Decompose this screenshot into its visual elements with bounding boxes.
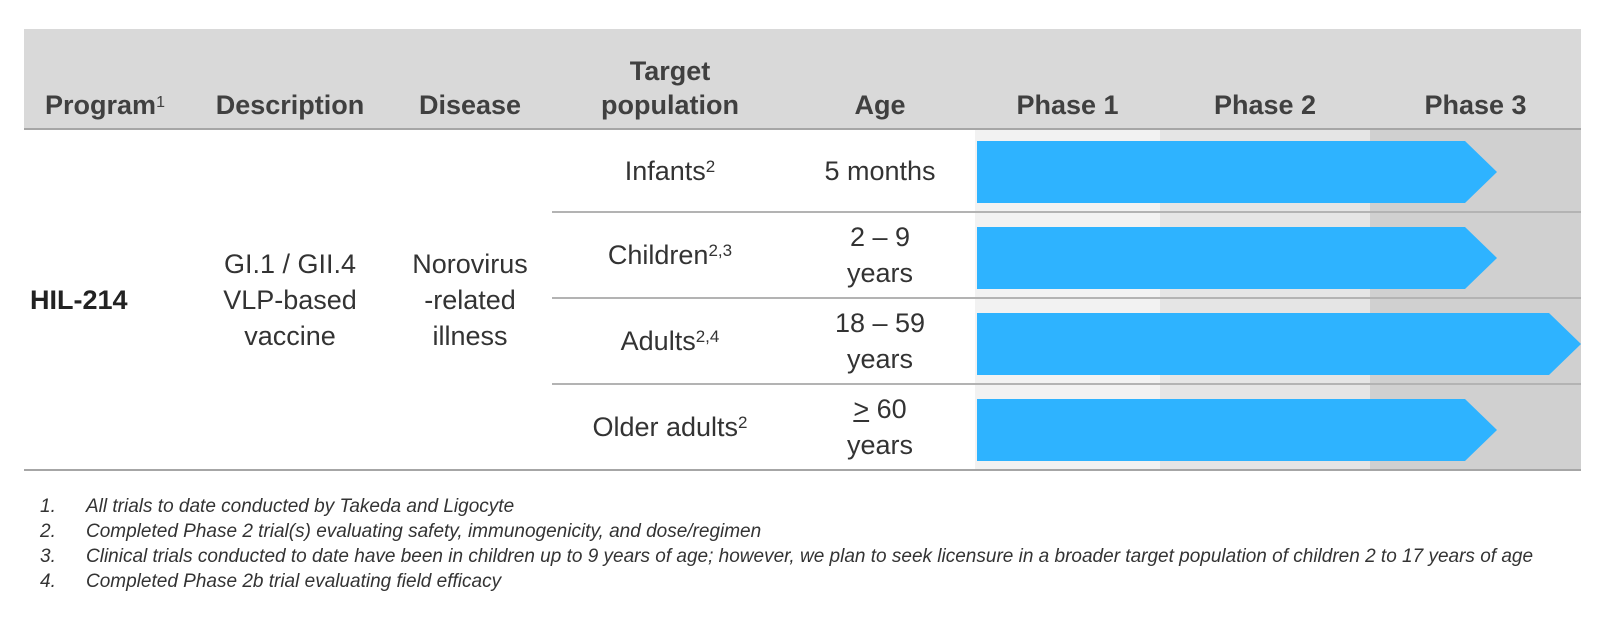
description-line: vaccine <box>244 321 336 351</box>
footnote-text: Completed Phase 2 trial(s) evaluating sa… <box>86 521 762 542</box>
footnote-item: 2. Completed Phase 2 trial(s) evaluating … <box>40 519 1580 544</box>
age-line2: years <box>846 258 914 288</box>
header-phase-2: Phase 2 <box>1213 90 1317 120</box>
age-cell: > 60 years <box>785 385 975 469</box>
phase-progress-bar-children <box>977 227 1497 289</box>
population-footnote: 2 <box>738 413 748 432</box>
header-program-label: Program <box>45 90 157 120</box>
header-description: Description <box>215 90 365 120</box>
row-separator <box>552 297 1581 299</box>
age-line1: 60 <box>869 394 907 424</box>
age-line1: 18 – 59 <box>834 308 926 338</box>
footnote-item: 4. Completed Phase 2b trial evaluating fi… <box>40 569 1580 594</box>
population-label: Older adults <box>592 412 739 442</box>
age-prefix: > <box>853 394 870 424</box>
footnote-number: 3. <box>40 546 56 567</box>
age-cell: 2 – 9 years <box>785 213 975 297</box>
population-footnote: 2 <box>705 156 716 176</box>
footnote-text: Clinical trials conducted to date have b… <box>86 546 1534 567</box>
description-line: GI.1 / GII.4 <box>223 249 357 279</box>
header-target-population: Target population <box>560 29 780 122</box>
row-separator <box>552 383 1581 385</box>
disease-line: Norovirus <box>412 249 528 279</box>
population-label: Infants <box>624 155 706 186</box>
header-program: Program1 <box>30 29 180 122</box>
footnote-item: 3. Clinical trials conducted to date have… <box>40 544 1580 569</box>
population-footnote: 2,4 <box>695 327 720 346</box>
age-cell: 18 – 59 years <box>785 299 975 383</box>
phase-progress-bar-adults <box>977 313 1581 375</box>
program-name: HIL-214 <box>30 285 128 315</box>
header-phase-3: Phase 3 <box>1424 90 1527 120</box>
header-target-line2: population <box>601 90 739 120</box>
age-line1: 2 – 9 <box>849 222 911 252</box>
population-cell: Infants2 <box>560 130 780 211</box>
header-divider <box>24 128 1581 130</box>
footnote-text: Completed Phase 2b trial evaluating fiel… <box>86 571 502 592</box>
footnote-item: 1. All trials to date conducted by Takeda… <box>40 494 1580 519</box>
program-disease-cell: Norovirus -related illness <box>395 130 545 470</box>
population-label: Children <box>607 240 709 270</box>
program-name-cell: HIL-214 <box>30 130 180 470</box>
footnote-number: 2. <box>40 521 56 542</box>
header-program-footnote: 1 <box>156 94 165 111</box>
phase-progress-bar-infants <box>977 141 1497 203</box>
phase-progress-bar-older-adults <box>977 399 1497 461</box>
population-label: Adults <box>620 326 696 356</box>
population-cell: Adults2,4 <box>560 299 780 383</box>
disease-line: -related <box>424 285 516 315</box>
header-target-line1: Target <box>629 56 711 86</box>
age-line1: 5 months <box>824 155 936 186</box>
row-separator <box>552 211 1581 213</box>
age-line2: years <box>846 344 914 374</box>
table-bottom-divider <box>24 469 1581 471</box>
footnotes: 1. All trials to date conducted by Takeda… <box>40 494 1580 594</box>
footnote-number: 4. <box>40 571 56 592</box>
program-description-cell: GI.1 / GII.4 VLP-based vaccine <box>190 130 390 470</box>
footnote-number: 1. <box>40 496 56 517</box>
population-footnote: 2,3 <box>708 241 733 260</box>
description-line: VLP-based <box>223 285 357 315</box>
header-age: Age <box>854 90 906 120</box>
header-disease: Disease <box>418 90 522 120</box>
table-header-background <box>24 29 1581 129</box>
population-cell: Older adults2 <box>560 385 780 469</box>
disease-line: illness <box>432 321 508 351</box>
header-phase-1: Phase 1 <box>1016 90 1119 120</box>
population-cell: Children2,3 <box>560 213 780 297</box>
age-cell: 5 months <box>785 130 975 211</box>
age-line2: years <box>846 430 914 460</box>
footnote-text: All trials to date conducted by Takeda a… <box>86 496 515 517</box>
